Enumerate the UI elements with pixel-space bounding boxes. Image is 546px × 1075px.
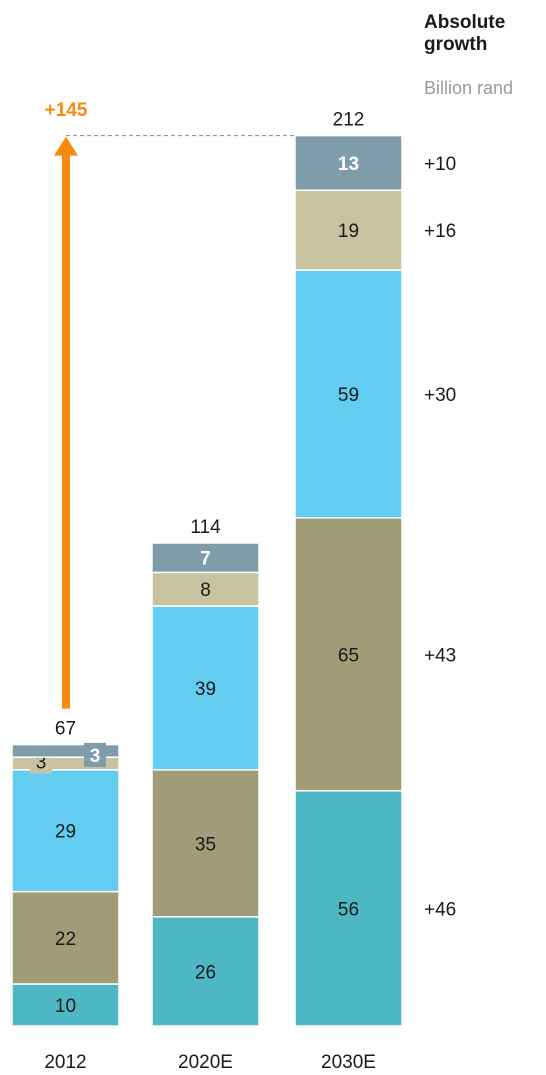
segment-value-olive-2030E: 65 bbox=[338, 645, 359, 666]
bar-segment-teal-2012 bbox=[11, 983, 120, 1027]
segment-value-slate-2030E: 13 bbox=[338, 154, 359, 175]
segment-value-beige-2012: 3 bbox=[36, 753, 47, 774]
segment-value-teal-2012: 10 bbox=[55, 996, 76, 1017]
category-label-2012: 2012 bbox=[44, 1052, 86, 1073]
bar-segment-olive-2012 bbox=[11, 890, 120, 985]
segment-value-olive-2012: 22 bbox=[55, 929, 76, 950]
bar-total-2030E: 212 bbox=[333, 110, 365, 131]
bar-segment-beige-2030E bbox=[294, 189, 403, 271]
bar-segment-slate-2020E bbox=[151, 542, 260, 574]
segment-value-teal-2030E: 56 bbox=[338, 899, 359, 920]
growth-label-light_blue: +30 bbox=[424, 385, 456, 406]
segment-value-beige-2020E: 8 bbox=[200, 580, 211, 601]
bar-segment-teal-2020E bbox=[151, 916, 260, 1027]
segment-value-light_blue-2030E: 59 bbox=[338, 385, 359, 406]
category-label-2020E: 2020E bbox=[178, 1052, 233, 1073]
segment-value-slate-2020E: 7 bbox=[200, 549, 211, 570]
segment-value-teal-2020E: 26 bbox=[195, 962, 216, 983]
bar-segment-teal-2030E bbox=[294, 790, 403, 1027]
growth-arrow-head bbox=[54, 136, 78, 156]
bar-segment-light_blue-2030E bbox=[294, 269, 403, 519]
growth-arrow-label: +145 bbox=[45, 100, 88, 121]
segment-value-light_blue-2020E: 39 bbox=[195, 679, 216, 700]
growth-label-beige: +16 bbox=[424, 221, 456, 242]
growth-label-olive: +43 bbox=[424, 645, 456, 666]
growth-header-title: Absolute growth bbox=[424, 12, 506, 55]
bar-segment-light_blue-2020E bbox=[151, 605, 260, 771]
segment-label-box-slate-2012 bbox=[84, 742, 106, 767]
bar-total-2020E: 114 bbox=[190, 517, 221, 538]
segment-value-olive-2020E: 35 bbox=[195, 834, 216, 855]
bar-total-2012: 67 bbox=[55, 719, 76, 740]
segment-value-light_blue-2012: 29 bbox=[55, 822, 76, 843]
segment-value-beige-2030E: 19 bbox=[338, 221, 359, 242]
category-label-2030E: 2030E bbox=[321, 1052, 376, 1073]
growth-label-slate: +10 bbox=[424, 154, 456, 175]
growth-arrow-shaft bbox=[62, 153, 70, 709]
bar-segment-slate-2030E bbox=[294, 134, 403, 191]
segment-value-slate-2012: 3 bbox=[90, 746, 101, 767]
unit-label: Billion rand bbox=[424, 78, 514, 98]
bar-segment-olive-2020E bbox=[151, 769, 260, 918]
bar-segment-olive-2030E bbox=[294, 517, 403, 792]
growth-label-teal: +46 bbox=[424, 899, 456, 920]
